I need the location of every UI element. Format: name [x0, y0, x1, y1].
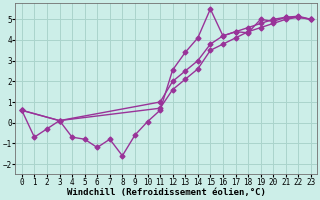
X-axis label: Windchill (Refroidissement éolien,°C): Windchill (Refroidissement éolien,°C)	[67, 188, 266, 197]
